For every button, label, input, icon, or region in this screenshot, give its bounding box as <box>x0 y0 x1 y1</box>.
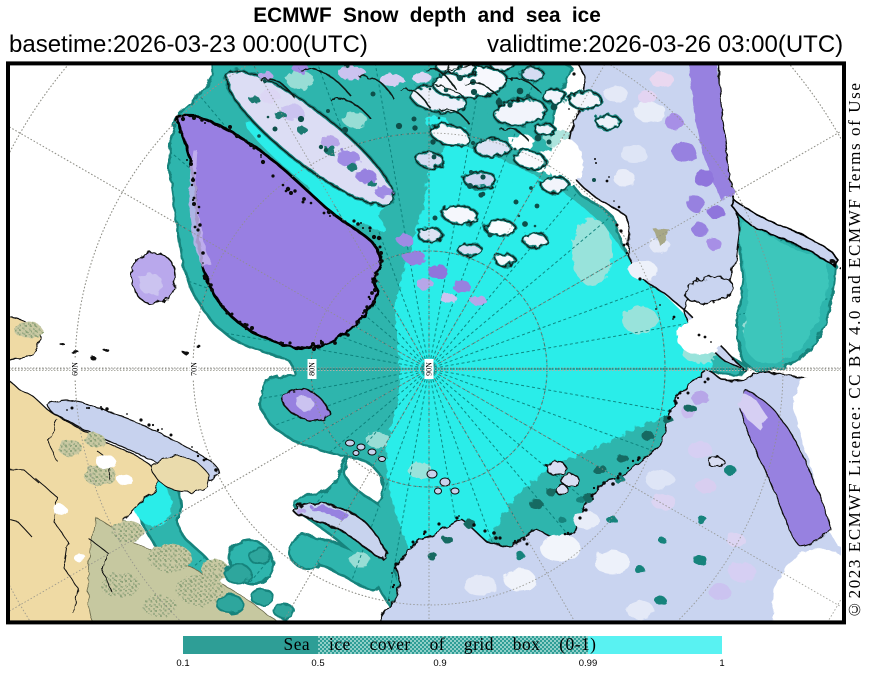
svg-text:0.99: 0.99 <box>579 658 598 669</box>
svg-text:70N: 70N <box>190 362 199 376</box>
svg-text:0.5: 0.5 <box>311 658 324 669</box>
svg-text:0.1: 0.1 <box>176 658 189 669</box>
svg-text:1: 1 <box>719 658 724 669</box>
svg-text:90N: 90N <box>425 362 434 376</box>
svg-text:0.9: 0.9 <box>433 658 446 669</box>
svg-text:Sea ice cover of grid box (0-1: Sea ice cover of grid box (0-1) <box>284 634 597 654</box>
svg-text:80N: 80N <box>308 362 317 376</box>
svg-text:60N: 60N <box>71 362 80 376</box>
